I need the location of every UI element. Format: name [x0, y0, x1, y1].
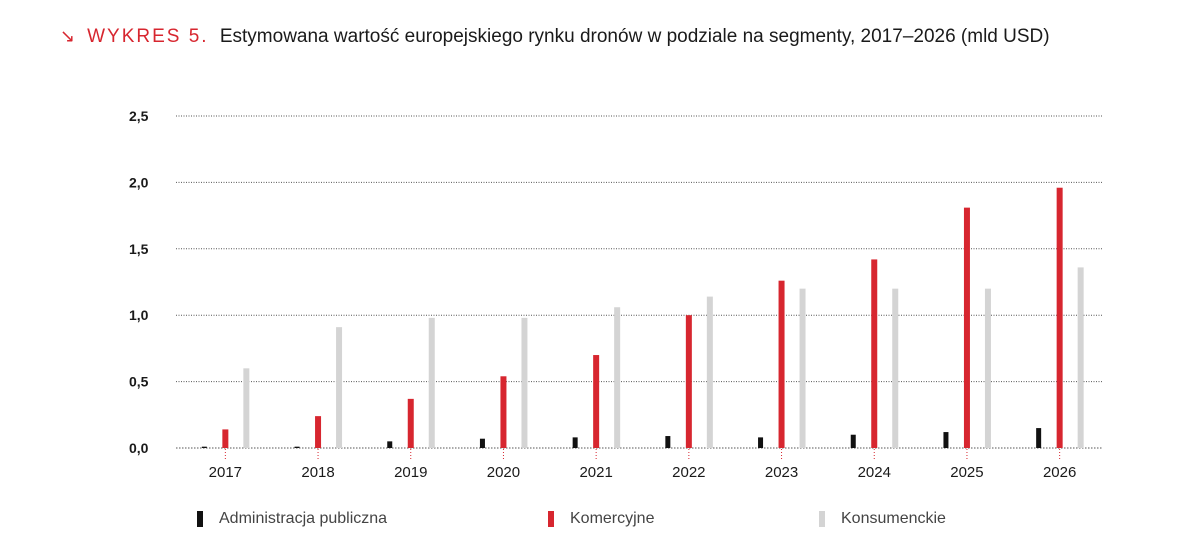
bar-commercial	[1056, 187, 1063, 448]
grid-lines	[176, 115, 1103, 449]
bar-admin	[1036, 428, 1042, 448]
bar-commercial	[593, 355, 600, 448]
legend-swatch-consumer	[819, 511, 825, 527]
bar-consumer	[614, 307, 621, 448]
bar-commercial	[871, 259, 878, 448]
x-tick-label: 2025	[950, 464, 983, 481]
legend-label-admin: Administracja publiczna	[219, 510, 388, 527]
chart-title: ↘ WYKRES 5. Estymowana wartość europejski…	[60, 22, 1140, 51]
y-tick-label: 2,5	[129, 108, 149, 124]
x-tick-label: 2020	[487, 464, 520, 481]
chart-title-text: Estymowana wartość europejskiego rynku d…	[219, 26, 1050, 47]
x-axis-ticks: 2017 2018 2019 2020 2021 2022 2023 2024 2025 2026	[209, 449, 1076, 481]
bar-consumer	[892, 288, 899, 448]
y-tick-label: 1,0	[129, 307, 149, 323]
bar-admin	[943, 432, 949, 448]
bar-consumer	[428, 317, 435, 448]
bar-admin	[665, 436, 671, 448]
legend-label-consumer: Konsumenckie	[841, 510, 946, 527]
legend: Administracja publiczna Komercyjne Konsu…	[0, 510, 1181, 536]
x-tick-label: 2021	[579, 464, 612, 481]
bar-consumer	[1077, 267, 1084, 448]
bar-admin	[387, 441, 393, 448]
legend-label-commercial: Komercyjne	[570, 510, 655, 527]
bars	[201, 187, 1084, 448]
legend-item-commercial: Komercyjne	[548, 510, 654, 528]
x-tick-label: 2019	[394, 464, 427, 481]
legend-swatch-admin	[197, 511, 203, 527]
bar-commercial	[315, 416, 322, 448]
legend-item-admin: Administracja publiczna	[197, 510, 387, 528]
bar-admin	[201, 446, 207, 448]
arrow-down-right-icon: ↘	[60, 26, 76, 46]
bar-consumer	[243, 368, 250, 448]
bar-commercial	[500, 376, 507, 448]
legend-item-consumer: Konsumenckie	[819, 510, 946, 528]
bar-admin	[294, 446, 300, 448]
bar-commercial	[963, 207, 970, 448]
bar-admin	[572, 437, 578, 448]
bar-admin	[850, 434, 856, 448]
x-tick-label: 2017	[209, 464, 242, 481]
bar-consumer	[521, 317, 528, 448]
x-tick-label: 2024	[858, 464, 891, 481]
bar-consumer	[706, 296, 713, 448]
y-axis-ticks: 0,0 0,5 1,0 1,5 2,0 2,5	[129, 108, 149, 456]
legend-swatch-commercial	[548, 511, 554, 527]
bar-commercial	[407, 398, 414, 448]
chart-number-label: WYKRES 5.	[87, 26, 209, 47]
bar-commercial	[778, 280, 785, 448]
x-tick-label: 2026	[1043, 464, 1076, 481]
y-tick-label: 0,0	[129, 440, 149, 456]
bar-admin	[479, 438, 485, 448]
y-tick-label: 1,5	[129, 241, 149, 257]
bar-consumer	[984, 288, 991, 448]
x-tick-label: 2023	[765, 464, 798, 481]
bar-admin	[758, 437, 764, 448]
bar-consumer	[799, 288, 806, 448]
y-tick-label: 0,5	[129, 374, 149, 390]
x-tick-label: 2022	[672, 464, 705, 481]
x-tick-label: 2018	[301, 464, 334, 481]
y-tick-label: 2,0	[129, 174, 149, 190]
bar-commercial	[222, 429, 229, 448]
bar-consumer	[336, 327, 343, 448]
bar-commercial	[685, 315, 692, 448]
